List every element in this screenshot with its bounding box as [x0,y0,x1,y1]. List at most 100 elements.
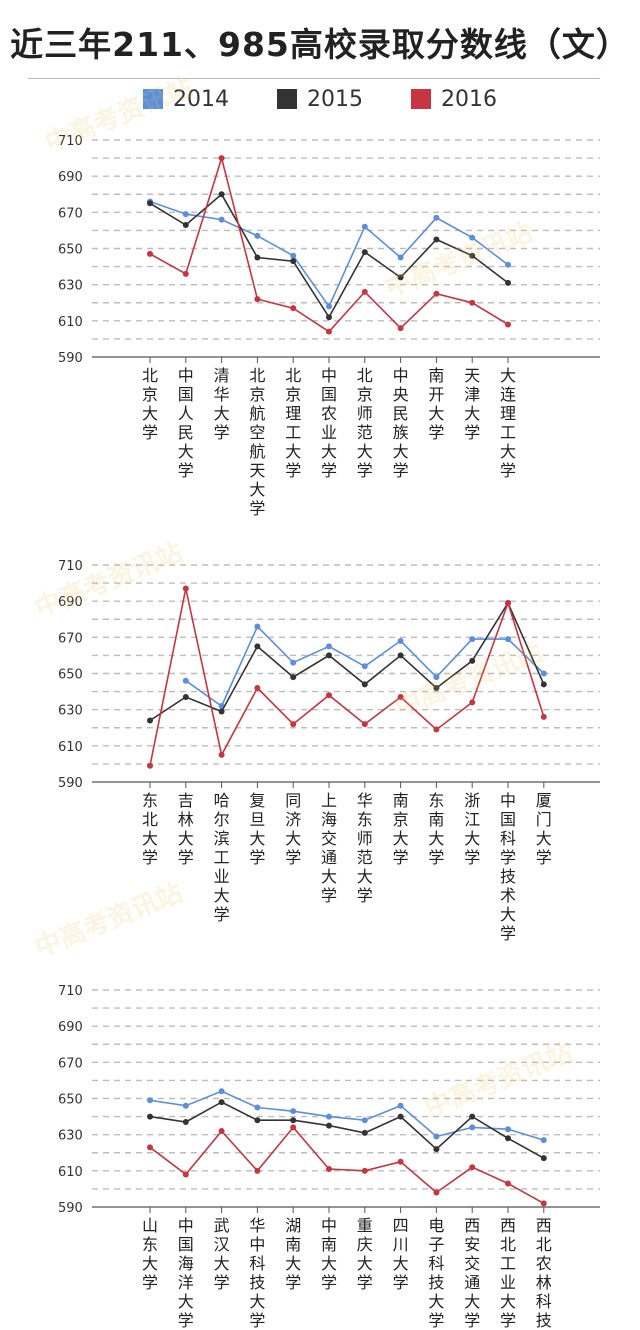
data-point-2015 [397,652,404,659]
data-point-2016 [326,692,332,699]
data-point-2014 [218,216,225,223]
x-category-label: 东南大学 [428,791,444,867]
data-point-2015 [147,1113,153,1120]
data-point-2016 [290,305,297,312]
data-point-2015 [469,1113,476,1120]
x-category-label: 西北农林科技 [536,1216,552,1330]
data-point-2015 [254,643,261,650]
data-point-2014 [397,637,404,644]
y-tick-label: 590 [58,776,83,791]
y-tick-label: 590 [58,351,83,366]
y-tick-label: 630 [58,704,83,719]
y-tick-label: 630 [58,279,83,294]
data-point-2016 [361,1167,368,1174]
data-point-2014 [254,1104,261,1111]
data-point-2016 [433,290,440,297]
x-category-label: 中国农业大学 [321,366,337,480]
data-point-2015 [361,1129,368,1136]
legend-item-2015: 2015 [277,87,363,112]
x-category-label: 湖南大学 [285,1216,301,1292]
data-point-2016 [397,325,404,332]
data-point-2015 [254,254,261,261]
data-point-2016 [469,699,476,706]
data-point-2014 [361,663,368,670]
data-point-2015 [433,684,440,691]
data-point-2016 [182,585,189,592]
x-category-label: 清华大学 [214,366,230,442]
data-point-2016 [397,694,404,701]
legend-label-2014: 2014 [173,86,229,112]
series-2016 [147,585,547,769]
y-tick-label: 670 [58,206,83,221]
x-category-label: 中央民族大学 [393,366,409,480]
y-tick-label: 690 [58,1020,83,1035]
data-point-2014 [290,1108,297,1115]
data-point-2014 [326,303,332,310]
y-tick-label: 670 [58,631,83,646]
data-point-2014 [505,1126,511,1133]
y-tick-label: 650 [58,668,83,683]
x-category-label: 浙江大学 [464,791,480,867]
data-point-2014 [433,1133,440,1140]
x-category-label: 重庆大学 [357,1216,373,1292]
data-point-2016 [290,1124,297,1131]
data-point-2014 [361,223,368,230]
data-point-2014 [182,677,189,684]
x-category-label: 电子科技大学 [428,1216,444,1330]
data-point-2014 [147,1097,153,1104]
x-category-label: 山东大学 [142,1216,158,1292]
data-point-2016 [505,321,511,328]
data-point-2014 [326,1113,332,1120]
data-point-2014 [218,1088,225,1095]
data-point-2015 [540,681,547,688]
grid-lines [92,989,600,1190]
data-point-2015 [290,1117,297,1124]
grid-lines [92,564,600,765]
data-point-2016 [218,1128,225,1135]
data-point-2016 [469,1164,476,1171]
x-category-label: 北京理工大学 [285,366,301,480]
data-point-2014 [397,1102,404,1109]
data-point-2016 [147,762,153,769]
x-category-label: 南开大学 [428,366,444,442]
data-point-2014 [433,214,440,221]
data-point-2014 [540,670,547,677]
data-point-2016 [397,1158,404,1165]
x-category-label: 华东师范大学 [357,791,373,905]
data-point-2015 [326,1122,332,1129]
data-point-2014 [254,623,261,630]
data-point-2015 [397,1113,404,1120]
data-point-2016 [254,1167,261,1174]
y-tick-label: 610 [58,740,83,755]
series-line-2015 [149,1101,545,1159]
series-2015 [147,191,511,321]
x-category-label: 厦门大学 [536,791,552,867]
legend: 2014 2015 2016 [0,86,640,112]
x-category-label: 中国科学技术大学 [500,791,516,943]
data-point-2015 [361,249,368,256]
data-point-2016 [361,721,368,728]
x-category-label: 上海交通大学 [321,791,337,905]
data-point-2015 [540,1155,547,1162]
data-point-2014 [469,1124,476,1131]
x-category-label: 同济大学 [285,791,301,867]
y-tick-label: 710 [58,984,83,999]
data-point-2014 [326,643,332,650]
data-point-2015 [326,314,332,321]
data-point-2014 [290,659,297,666]
data-point-2015 [326,652,332,659]
x-category-label: 复旦大学 [249,791,265,867]
y-tick-label: 710 [58,559,83,574]
x-category-label: 中国海洋大学 [178,1216,194,1330]
y-tick-label: 630 [58,1129,83,1144]
y-tick-label: 610 [58,315,83,330]
data-point-2016 [361,288,368,295]
data-point-2016 [540,713,547,720]
data-point-2015 [469,252,476,259]
x-category-label: 北京师范大学 [357,366,373,480]
data-point-2016 [218,155,225,162]
series-line-2015 [149,601,545,722]
y-tick-label: 590 [58,1201,83,1216]
data-point-2015 [433,1146,440,1153]
x-category-label: 中国人民大学 [178,366,194,480]
